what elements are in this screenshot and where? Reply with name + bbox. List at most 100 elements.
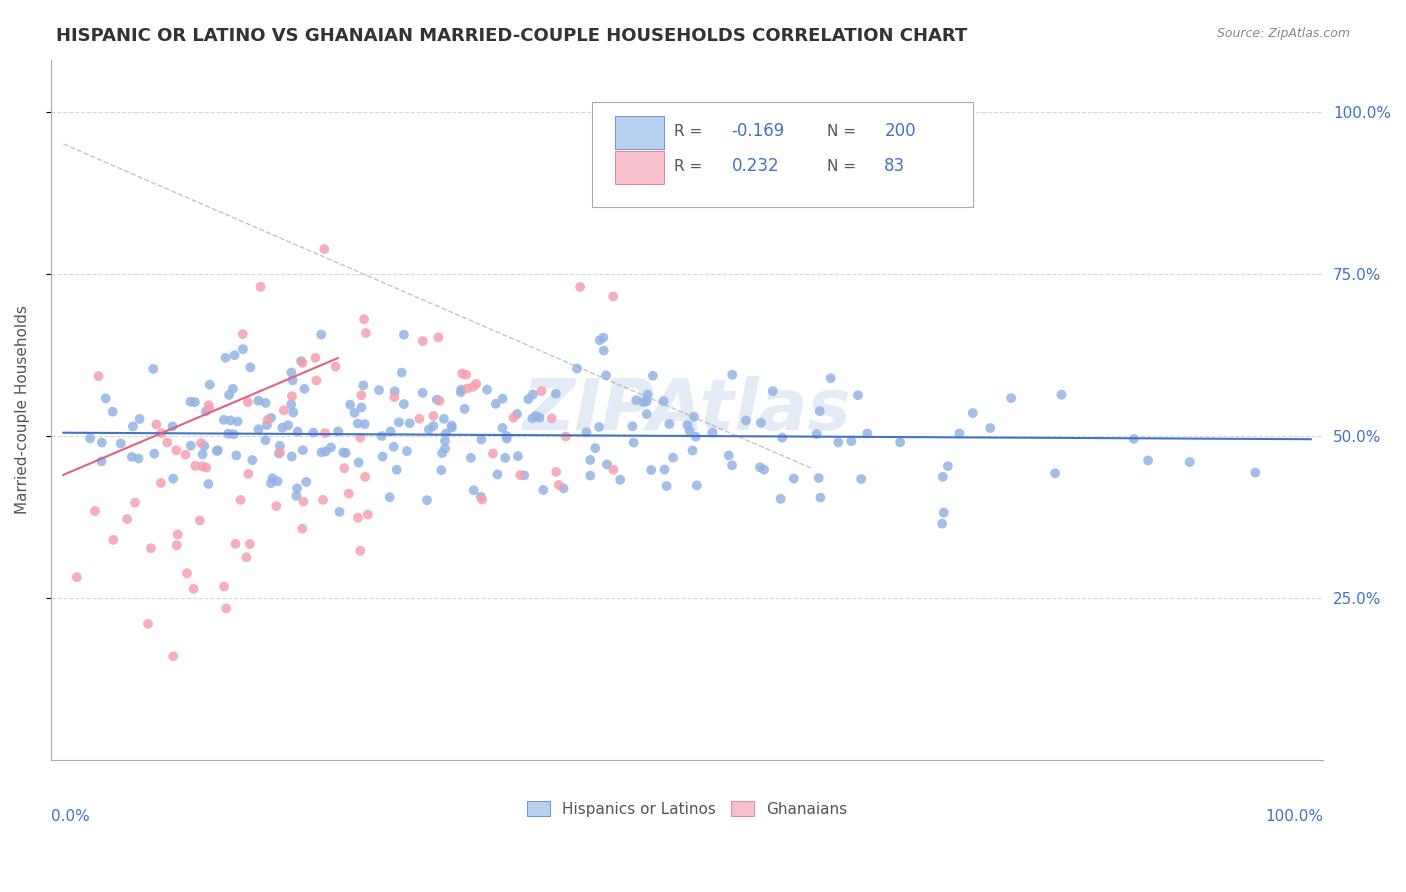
Point	[315, 444, 337, 458]
Point	[1178, 455, 1201, 469]
Point	[353, 312, 375, 326]
Point	[176, 566, 198, 581]
Point	[266, 474, 288, 488]
Point	[392, 397, 415, 411]
Point	[522, 411, 544, 425]
Point	[165, 443, 187, 458]
Point	[456, 382, 478, 396]
Point	[103, 533, 125, 547]
Point	[531, 483, 554, 497]
Point	[579, 468, 602, 483]
Point	[388, 415, 411, 429]
Point	[1043, 467, 1066, 481]
Point	[633, 395, 655, 409]
Text: R =: R =	[675, 159, 707, 174]
Point	[294, 382, 316, 396]
Point	[717, 449, 740, 463]
Point	[749, 416, 772, 430]
Point	[589, 333, 612, 347]
Point	[434, 426, 457, 441]
Point	[948, 426, 970, 441]
Point	[280, 450, 302, 464]
Point	[398, 417, 420, 431]
Point	[470, 490, 492, 504]
Point	[1137, 453, 1160, 467]
Point	[382, 440, 405, 454]
Point	[136, 616, 159, 631]
Point	[583, 441, 606, 455]
Point	[205, 443, 228, 458]
Point	[522, 387, 544, 401]
Point	[391, 366, 413, 380]
Point	[495, 432, 517, 446]
Point	[554, 429, 576, 443]
Text: R =: R =	[675, 124, 707, 138]
Point	[232, 342, 254, 356]
Point	[463, 483, 485, 498]
Point	[239, 537, 262, 551]
Point	[195, 460, 218, 475]
Point	[595, 368, 617, 383]
Point	[371, 450, 394, 464]
Text: HISPANIC OR LATINO VS GHANAIAN MARRIED-COUPLE HOUSEHOLDS CORRELATION CHART: HISPANIC OR LATINO VS GHANAIAN MARRIED-C…	[56, 27, 967, 45]
Point	[222, 382, 245, 396]
Point	[979, 421, 1001, 435]
Point	[124, 496, 146, 510]
Point	[440, 418, 463, 433]
Point	[936, 459, 959, 474]
Point	[128, 412, 150, 426]
Point	[392, 327, 415, 342]
Point	[482, 446, 505, 460]
Point	[762, 384, 785, 399]
Point	[506, 449, 529, 463]
Point	[491, 392, 513, 406]
Text: 200: 200	[884, 122, 915, 140]
Point	[540, 411, 562, 425]
Text: -0.169: -0.169	[731, 122, 785, 140]
Point	[592, 330, 614, 344]
Point	[183, 582, 205, 596]
Point	[637, 387, 659, 401]
Point	[235, 550, 257, 565]
Text: N =: N =	[827, 159, 860, 174]
Point	[640, 463, 662, 477]
Point	[207, 443, 229, 458]
Point	[544, 386, 567, 401]
Point	[87, 369, 110, 384]
Point	[820, 371, 842, 385]
Point	[184, 458, 207, 473]
Point	[491, 421, 513, 435]
Point	[262, 471, 284, 485]
Point	[335, 446, 357, 460]
Point	[683, 409, 706, 424]
Point	[339, 398, 361, 412]
Point	[247, 393, 270, 408]
Point	[325, 359, 347, 374]
Point	[287, 425, 309, 439]
Point	[655, 479, 678, 493]
Point	[271, 420, 294, 434]
Point	[509, 468, 531, 483]
Point	[721, 458, 744, 473]
Point	[249, 280, 271, 294]
Point	[236, 395, 259, 409]
Point	[422, 409, 444, 423]
Point	[451, 367, 474, 381]
Point	[180, 439, 202, 453]
Point	[184, 395, 207, 409]
Legend: Hispanics or Latinos, Ghanaians: Hispanics or Latinos, Ghanaians	[520, 795, 853, 822]
Y-axis label: Married-couple Households: Married-couple Households	[15, 306, 30, 515]
Point	[101, 405, 124, 419]
Point	[685, 430, 707, 444]
Point	[408, 412, 430, 426]
Point	[121, 419, 143, 434]
FancyBboxPatch shape	[592, 102, 973, 207]
Point	[319, 441, 342, 455]
Point	[752, 462, 775, 476]
Point	[357, 508, 380, 522]
Point	[214, 351, 236, 365]
Point	[193, 439, 215, 453]
Point	[198, 401, 221, 416]
Point	[546, 465, 568, 479]
Point	[280, 366, 302, 380]
